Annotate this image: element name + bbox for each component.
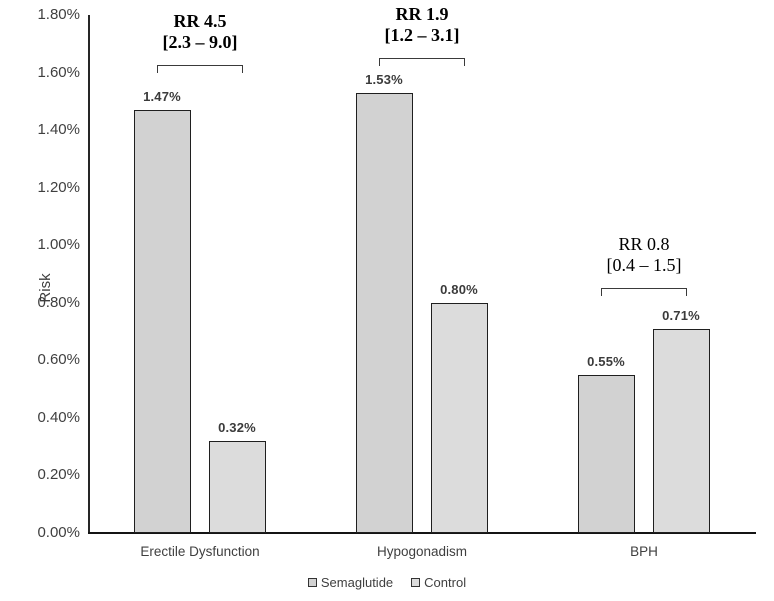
rr-value: RR 4.5 — [173, 11, 227, 31]
x-category-label: Hypogonadism — [376, 544, 468, 559]
y-tick-label: 1.40% — [37, 121, 80, 139]
x-category-label: BPH — [630, 544, 658, 559]
legend-swatch-icon — [411, 577, 421, 587]
comparison-bracket — [157, 65, 243, 73]
y-tick-label: 0.20% — [37, 466, 80, 484]
comparison-bracket — [601, 288, 687, 296]
y-tick-label: 1.60% — [37, 63, 80, 81]
rr-annotation: RR 1.9 [1.2 – 3.1] — [342, 4, 502, 46]
rr-value: RR 0.8 — [618, 234, 670, 254]
legend-label: Control — [424, 574, 467, 590]
legend-label: Semaglutide — [320, 574, 394, 590]
y-tick-label: 0.40% — [37, 408, 80, 426]
y-tick-label: 0.80% — [37, 293, 80, 311]
bar-value-label: 1.53% — [365, 71, 403, 87]
y-tick-label: 1.80% — [37, 6, 80, 23]
bar-value-label: 0.80% — [440, 281, 478, 297]
rr-annotation: RR 4.5 [2.3 – 9.0] — [120, 11, 280, 53]
x-axis-line — [88, 532, 756, 534]
rr-confidence-interval: [1.2 – 3.1] — [384, 25, 460, 45]
y-axis-title: Risk — [37, 273, 54, 303]
y-tick-label: 0.00% — [37, 524, 80, 541]
legend-swatch-icon — [307, 577, 317, 587]
bar-semaglutide-2 — [355, 92, 413, 533]
rr-confidence-interval: [2.3 – 9.0] — [162, 32, 238, 52]
bar-value-label: 0.55% — [587, 353, 625, 369]
rr-confidence-interval: [0.4 – 1.5] — [606, 255, 682, 275]
comparison-bracket — [379, 58, 465, 66]
legend: Semaglutide Control — [0, 572, 774, 592]
bar-semaglutide-1 — [133, 109, 191, 533]
y-axis-line — [88, 15, 90, 534]
y-tick-label: 0.60% — [37, 351, 80, 369]
rr-annotation: RR 0.8 [0.4 – 1.5] — [564, 234, 724, 276]
bar-control-1 — [208, 440, 266, 533]
bar-control-3 — [652, 328, 710, 533]
rr-value: RR 1.9 — [395, 4, 449, 24]
y-tick-label: 1.20% — [37, 178, 80, 196]
x-category-label: Erectile Dysfunction — [140, 544, 260, 559]
y-tick-label: 1.00% — [37, 236, 80, 254]
legend-item-control: Control — [411, 575, 466, 590]
legend-item-semaglutide: Semaglutide — [307, 574, 394, 590]
bar-semaglutide-3 — [577, 374, 635, 533]
bar-control-2 — [430, 302, 488, 533]
bar-value-label: 1.47% — [143, 88, 181, 104]
bar-value-label: 0.71% — [662, 307, 700, 323]
bar-value-label: 0.32% — [218, 419, 256, 435]
